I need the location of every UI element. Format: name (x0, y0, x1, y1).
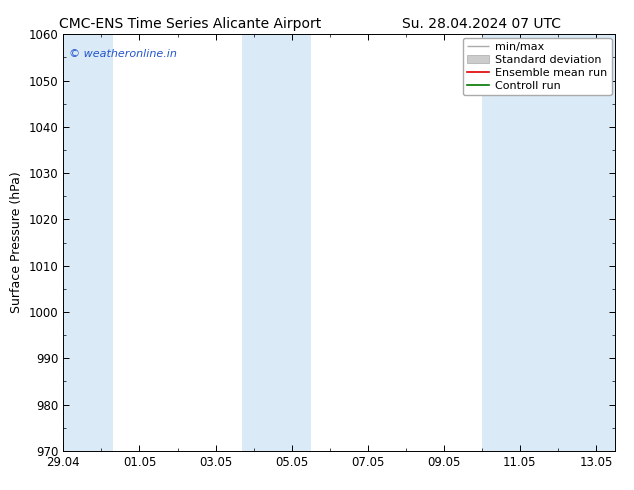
Bar (242, 34, 311, 451)
Text: CMC-ENS Time Series Alicante Airport: CMC-ENS Time Series Alicante Airport (59, 17, 321, 31)
Bar (482, 34, 615, 451)
Text: Su. 28.04.2024 07 UTC: Su. 28.04.2024 07 UTC (403, 17, 561, 31)
Y-axis label: Surface Pressure (hPa): Surface Pressure (hPa) (10, 172, 23, 314)
Text: © weatheronline.in: © weatheronline.in (69, 49, 177, 59)
Legend: min/max, Standard deviation, Ensemble mean run, Controll run: min/max, Standard deviation, Ensemble me… (463, 38, 612, 95)
Bar (63, 34, 113, 451)
